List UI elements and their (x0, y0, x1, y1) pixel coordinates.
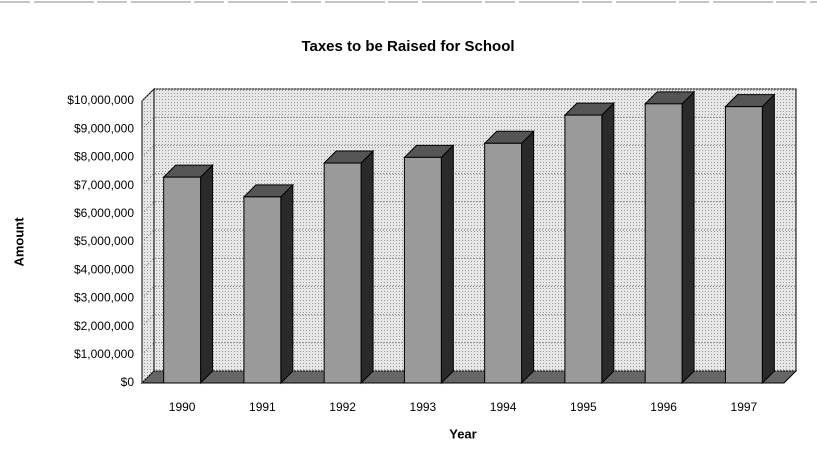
y-tick-label: $6,000,000 (74, 206, 134, 220)
x-tick-label: 1992 (329, 400, 356, 414)
bar-front (644, 103, 683, 384)
y-axis-label: Amount (11, 217, 26, 267)
y-tick-label: $10,000,000 (67, 93, 134, 107)
bar (162, 163, 214, 385)
chart-title: Taxes to be Raised for School (301, 38, 514, 55)
x-tick-label: 1993 (410, 400, 437, 414)
bar (403, 144, 455, 385)
bar-front (243, 196, 282, 384)
bar-front (403, 156, 442, 384)
bar-side (440, 144, 454, 385)
x-tick-label: 1990 (169, 400, 196, 414)
y-tick-label: $1,000,000 (74, 347, 134, 361)
bar (242, 183, 295, 385)
bar-front (484, 142, 523, 384)
x-tick-label: 1994 (490, 400, 517, 414)
y-tick-label: $4,000,000 (74, 262, 134, 276)
bar-front (163, 176, 202, 384)
bar-side (761, 93, 775, 385)
x-tick-label: 1991 (249, 400, 276, 414)
bar-front (323, 162, 362, 384)
bar-side (681, 90, 695, 385)
y-tick-label: $5,000,000 (74, 234, 134, 248)
y-tick-label: $7,000,000 (74, 178, 134, 192)
bar (483, 130, 535, 385)
y-tick-label: $3,000,000 (74, 291, 134, 305)
bar-front (724, 106, 763, 384)
grid-line (141, 88, 796, 102)
y-tick-label: $2,000,000 (74, 319, 134, 333)
bar-side (521, 130, 535, 385)
side-wall (141, 87, 155, 385)
bar-side (280, 183, 294, 385)
bar-front (564, 114, 603, 384)
bar-side (360, 149, 374, 385)
bar (643, 90, 696, 385)
bar (724, 93, 776, 385)
bar (322, 149, 375, 385)
floor (140, 370, 798, 384)
bar-side (200, 163, 214, 385)
y-tick-label: $8,000,000 (74, 150, 134, 164)
x-tick-label: 1997 (731, 400, 758, 414)
bar (563, 101, 616, 385)
x-axis-label: Year (449, 426, 476, 441)
y-tick-label: $9,000,000 (74, 121, 134, 135)
y-tick-label: $0 (121, 375, 135, 389)
x-tick-label: 1995 (570, 400, 597, 414)
x-tick-label: 1996 (650, 400, 677, 414)
bar-side (601, 101, 615, 385)
